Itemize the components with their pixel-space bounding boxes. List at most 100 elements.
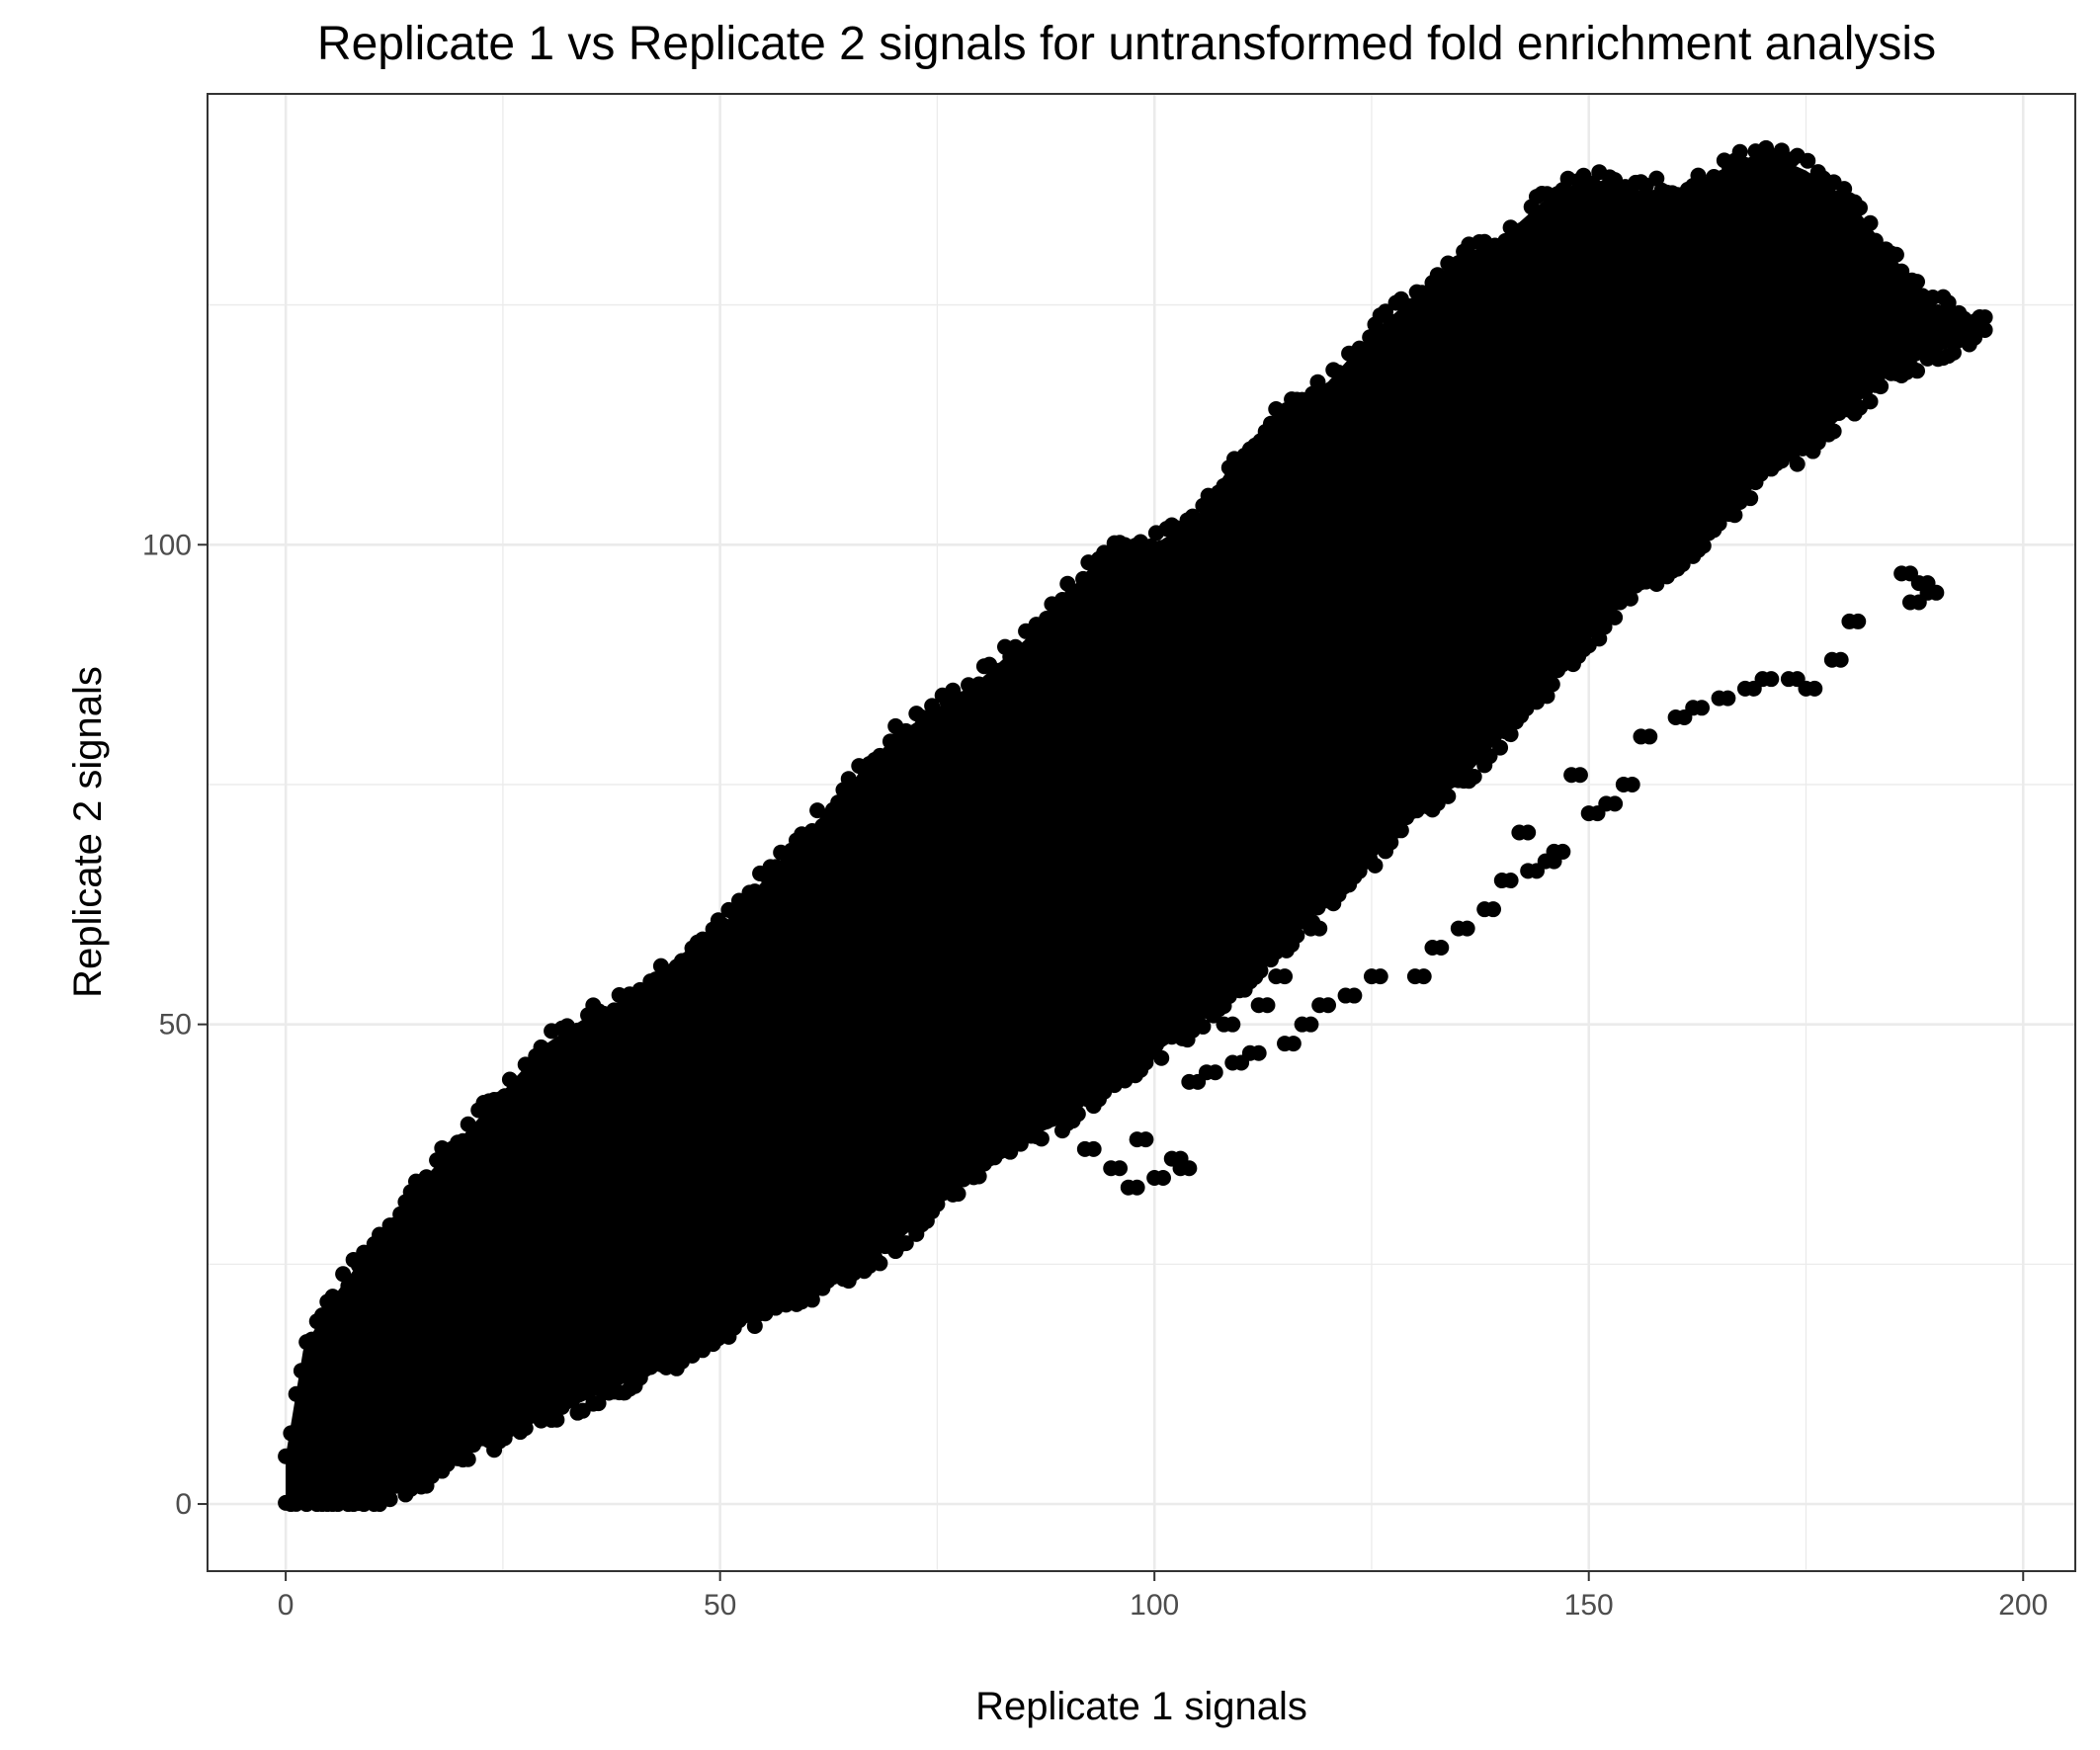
data-point [523,1062,540,1079]
data-point [1773,142,1790,159]
data-point [1607,795,1624,812]
data-point [700,937,716,954]
data-point [517,1420,534,1437]
data-point [1873,378,1890,395]
data-point [1554,843,1571,860]
data-point [1372,968,1388,985]
data-point [548,1411,565,1428]
data-point [1153,1049,1170,1066]
x-axis: 0 50 100 150 200 [278,1571,2048,1622]
data-point [1012,644,1029,661]
data-point [970,1168,987,1185]
data-point [1544,676,1560,693]
data-point [496,1088,513,1105]
data-point [1607,609,1624,625]
data-point [1789,456,1806,472]
data-point [1502,873,1519,889]
x-axis-label: Replicate 1 signals [975,1685,1307,1728]
data-point [1466,250,1482,267]
data-point [1039,610,1055,626]
data-point [1433,939,1450,956]
data-point [1207,1064,1223,1081]
y-axis-label: Replicate 2 signals [66,666,110,998]
data-point [1596,619,1613,635]
data-point [1492,739,1509,756]
data-point [1800,152,1816,169]
data-point [970,676,987,693]
data-point [1392,822,1409,839]
data-point [856,771,873,788]
data-point [1440,788,1457,804]
data-point [1033,1130,1050,1147]
data-point [314,1307,331,1324]
data-point [574,1021,591,1038]
data-point [1129,1179,1145,1196]
plot-panel [207,93,2076,1572]
data-point [1069,1106,1086,1123]
data-point [1277,968,1294,985]
y-tick-label: 0 [175,1488,192,1521]
data-point [746,1317,763,1334]
data-point [1112,1160,1129,1177]
point-cloud [286,151,1980,1505]
data-point [715,917,732,934]
data-point [1862,214,1879,231]
data-point [1624,776,1640,792]
data-point [1252,962,1269,979]
data-point [1383,313,1399,330]
x-tick-label: 150 [1564,1589,1614,1622]
x-tick-label: 100 [1130,1589,1179,1622]
data-point [725,905,742,922]
data-point [455,1132,471,1149]
data-point [1190,1073,1207,1090]
data-point [1497,232,1514,249]
data-point [1415,968,1432,985]
data-point [381,1491,398,1508]
data-point [830,794,847,811]
data-point [1520,824,1537,841]
data-point [1832,651,1849,668]
data-point [637,988,654,1005]
data-point [1459,920,1475,937]
data-point [1742,490,1759,507]
data-point [1622,590,1638,607]
data-point [1945,344,1962,361]
data-point [783,1282,799,1298]
data-point [1694,700,1710,716]
x-tick-label: 0 [278,1589,294,1622]
x-tick-label: 50 [704,1589,736,1622]
data-point [423,1172,440,1189]
data-point [1648,170,1665,187]
data-point [1362,329,1379,346]
data-point [950,1186,966,1203]
x-tick-label: 200 [1998,1589,2048,1622]
data-point [361,1249,378,1266]
data-point [1216,477,1232,494]
data-point [1259,997,1276,1014]
data-point [1976,321,1993,338]
data-point [1731,143,1748,160]
data-point [1137,1131,1154,1148]
data-point [778,858,795,875]
data-point [283,1425,299,1442]
data-point [564,1391,581,1408]
data-point [1485,901,1502,918]
data-point [1502,726,1519,743]
data-point [1564,185,1581,202]
data-point [1720,690,1736,707]
data-point [413,1182,430,1199]
panel-border [207,93,2076,1572]
data-point [1285,1036,1302,1052]
data-point [278,1448,294,1464]
data-point [1919,575,1936,592]
data-point [548,1040,565,1056]
data-point [340,1278,357,1294]
data-point [1367,857,1384,874]
data-point [1435,274,1452,291]
data-point [1346,987,1363,1004]
data-point [1403,297,1420,314]
data-point [803,1292,820,1308]
data-point [1085,1140,1102,1157]
data-point [1850,613,1867,629]
data-point [1643,192,1660,208]
